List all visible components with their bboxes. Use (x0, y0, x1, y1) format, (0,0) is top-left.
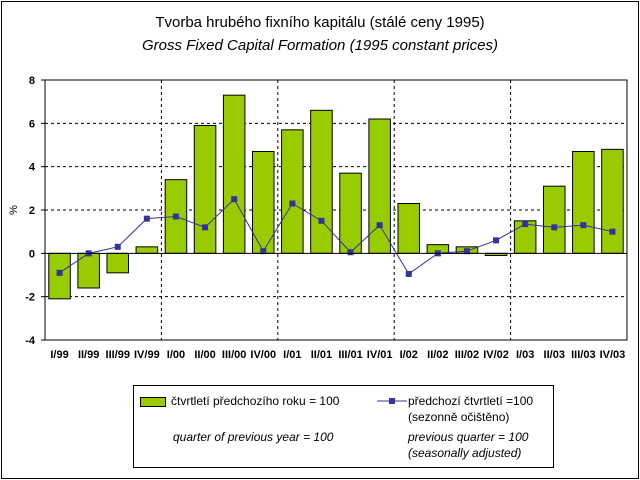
line-point (202, 224, 209, 231)
bar (193, 125, 217, 254)
line-point (260, 248, 267, 255)
line-point (580, 222, 587, 229)
legend-line-label-en: previous quarter = 100 (408, 430, 529, 444)
bar (397, 203, 421, 254)
x-tick-label: IV/02 (483, 349, 509, 361)
x-tick-label: III/01 (338, 349, 362, 361)
bar (310, 109, 333, 254)
line-point (609, 228, 616, 235)
y-tick-label: 8 (29, 75, 35, 87)
line-point (551, 224, 558, 231)
legend-bar-swatch (140, 397, 166, 407)
line-point (318, 217, 325, 224)
x-tick-label: IV/00 (250, 349, 276, 361)
x-tick-label: IV/99 (134, 349, 160, 361)
x-tick-label: IV/03 (600, 349, 626, 361)
bar (281, 129, 304, 254)
bar (135, 246, 159, 254)
x-tick-label: I/99 (50, 349, 68, 361)
line-point (376, 222, 383, 229)
y-tick-label: -2 (25, 292, 35, 304)
bar (368, 118, 391, 254)
legend-line-label: předchozí čtvrtletí =100 (408, 394, 534, 408)
bar (106, 252, 130, 274)
plot-border (44, 79, 628, 341)
line-point (143, 215, 150, 222)
y-tick-label: -4 (25, 335, 36, 347)
y-tick-label: 2 (29, 205, 35, 217)
x-tick-label: III/02 (455, 349, 479, 361)
line-point (172, 213, 179, 220)
x-tick-label: III/00 (222, 349, 246, 361)
line-point (56, 269, 63, 276)
axis-labels: -4 -2 0 2 4 6 8 I/99 II/99 III/99 IV/99 I/00 II/00 II… (8, 75, 625, 361)
x-tick-label: I/03 (516, 349, 534, 361)
y-tick-label: 6 (29, 118, 35, 130)
y-tick-label: 0 (29, 248, 35, 260)
y-tick-label: 4 (29, 162, 36, 174)
legend-bar-label: čtvrtletí předchozího roku = 100 (171, 394, 340, 408)
line-point (289, 200, 296, 207)
axes (41, 79, 628, 341)
bar (601, 148, 624, 254)
legend-line-label-2: (sezonně očištěno) (408, 410, 510, 424)
line-series (56, 196, 616, 277)
bar (572, 151, 595, 254)
x-tick-label: III/03 (571, 349, 595, 361)
x-tick-label: II/01 (311, 349, 332, 361)
legend-bar-label-en: quarter of previous year = 100 (173, 430, 334, 444)
x-tick-label: I/02 (400, 349, 418, 361)
x-tick-label: I/01 (283, 349, 301, 361)
bar (339, 172, 362, 254)
line-point (405, 270, 412, 277)
line-point (347, 249, 354, 256)
legend (133, 385, 554, 468)
chart-title: Tvorba hrubého fixního kapitálu (stálé c… (155, 14, 485, 31)
line-point (231, 196, 238, 203)
x-tick-label: II/03 (544, 349, 565, 361)
bar (542, 185, 566, 254)
legend-line-swatch (377, 398, 407, 404)
bar-series (48, 94, 624, 300)
bar (48, 252, 71, 300)
x-tick-label: III/99 (106, 349, 130, 361)
x-tick-label: I/00 (167, 349, 185, 361)
x-tick-label: II/00 (194, 349, 215, 361)
y-axis-label: % (8, 205, 20, 215)
x-tick-label: IV/01 (367, 349, 393, 361)
line-point (493, 237, 500, 244)
line-point (114, 243, 121, 250)
bar (222, 94, 246, 254)
line-point (463, 248, 470, 255)
grid (45, 79, 627, 340)
line-point (522, 221, 529, 228)
chart-subtitle: Gross Fixed Capital Formation (1995 cons… (142, 37, 498, 54)
series-line (59, 198, 613, 275)
x-tick-label: II/99 (78, 349, 99, 361)
legend-line-label-en-2: (seasonally adjusted) (408, 446, 522, 460)
x-tick-label: II/02 (427, 349, 448, 361)
